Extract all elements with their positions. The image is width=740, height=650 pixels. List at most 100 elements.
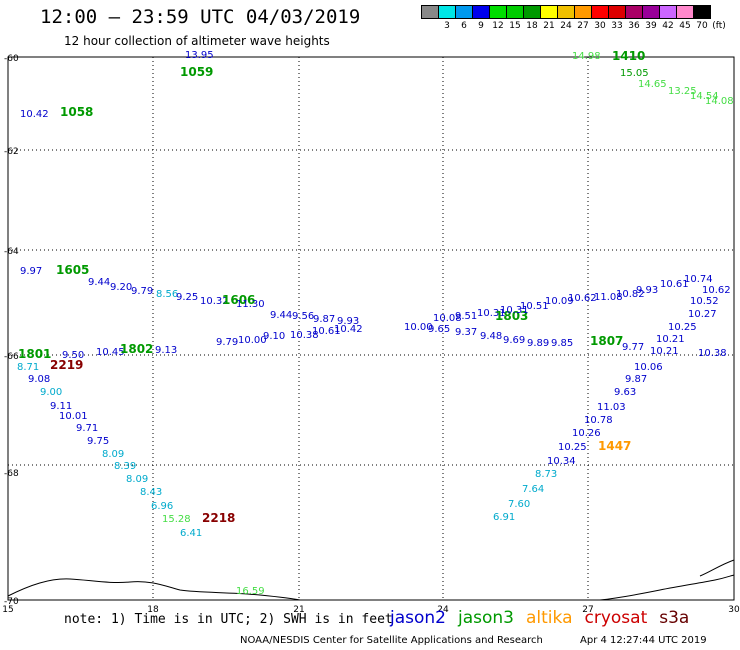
map-subtitle: 12 hour collection of altimeter wave hei… — [64, 34, 330, 48]
pass-time-label: 1803 — [495, 309, 528, 323]
coastline-east — [599, 574, 735, 601]
footer-timestamp: Apr 4 12:27:44 UTC 2019 — [580, 635, 707, 646]
wave-height-label: 9.44 — [270, 310, 292, 321]
wave-height-label: 10.00 — [404, 322, 433, 333]
legend-label: 42 — [662, 21, 674, 31]
wave-height-label: 8.09 — [102, 449, 124, 460]
wave-height-label: 9.08 — [28, 374, 50, 385]
wave-height-label: 10.82 — [616, 289, 645, 300]
wave-height-label: 9.87 — [313, 314, 335, 325]
wave-height-label: 14.65 — [638, 79, 667, 90]
color-legend — [421, 5, 711, 19]
wave-height-label: 9.75 — [87, 436, 109, 447]
wave-height-label: 10.25 — [558, 442, 587, 453]
satellite-name-jason2: jason2 — [390, 608, 446, 628]
wave-height-label: 10.01 — [59, 411, 88, 422]
latitude-labels: -60 -62 -64 -66 -68 -70 — [4, 54, 19, 607]
wave-height-label: 6.41 — [180, 528, 202, 539]
coastline-northeast — [699, 559, 735, 577]
pass-time-label: 1058 — [60, 105, 93, 119]
latitude-label: -62 — [4, 147, 19, 157]
wave-height-label: 14.08 — [705, 96, 734, 107]
wave-height-label: 10.42 — [334, 324, 363, 335]
satellite-name-s3a: s3a — [659, 608, 690, 628]
wave-height-label: 10.45 — [96, 347, 125, 358]
wave-height-label: 9.10 — [263, 331, 285, 342]
wave-height-label: 9.93 — [337, 316, 359, 327]
wave-height-label: 8.43 — [140, 487, 162, 498]
wave-height-label: 14.98 — [572, 51, 601, 62]
legend-label: 12 — [492, 21, 504, 31]
wave-height-label: 9.89 — [527, 338, 549, 349]
wave-height-label: 8.09 — [126, 474, 148, 485]
wave-height-label: 9.13 — [155, 345, 177, 356]
latitude-label: -64 — [4, 247, 19, 257]
legend-label: 36 — [628, 21, 640, 31]
legend-label: 27 — [577, 21, 589, 31]
legend-label: 18 — [526, 21, 538, 31]
wave-height-label: 6.96 — [151, 501, 173, 512]
wave-height-label: 10.38 — [290, 330, 319, 341]
wave-height-label: 10.06 — [634, 362, 663, 373]
wave-height-label: 10.21 — [650, 346, 679, 357]
pass-time-label: 1447 — [598, 439, 631, 453]
longitude-label: 21 — [293, 605, 304, 615]
legend-label: (ft) — [712, 21, 726, 31]
wave-height-label: 14.54 — [690, 91, 719, 102]
wave-height-label: 10.78 — [584, 415, 613, 426]
wave-height-label: 10.31 — [477, 308, 506, 319]
wave-height-label: 9.51 — [455, 311, 477, 322]
wave-height-label: 9.00 — [40, 387, 62, 398]
wave-height-label: 9.44 — [88, 277, 110, 288]
wave-height-label: 16.59 — [236, 586, 265, 597]
wave-height-label: 10.26 — [572, 428, 601, 439]
wave-height-label: 9.97 — [20, 266, 42, 277]
longitude-label: 24 — [437, 605, 449, 615]
wave-height-label: 7.64 — [522, 484, 544, 495]
pass-time-label: 2219 — [50, 358, 83, 372]
footer-credit: NOAA/NESDIS Center for Satellite Applica… — [240, 635, 543, 646]
wave-height-label: 10.31 — [500, 305, 529, 316]
satellite-legend: jason2 jason3 altika cryosat s3a — [390, 608, 701, 628]
wave-height-label: 15.28 — [162, 514, 191, 525]
longitude-label: 18 — [147, 605, 159, 615]
wave-height-label: 9.79 — [131, 286, 153, 297]
wave-height-label: 9.79 — [216, 337, 238, 348]
wave-height-label: 10.34 — [547, 456, 576, 467]
pass-time-label: 1059 — [180, 65, 213, 79]
wave-height-label: 9.85 — [551, 338, 573, 349]
wave-height-label: 9.87 — [625, 374, 647, 385]
satellite-name-jason3: jason3 — [458, 608, 514, 628]
latitude-label: -66 — [4, 352, 19, 362]
wave-height-label: 10.51 — [520, 301, 549, 312]
legend-label: 70 — [696, 21, 708, 31]
legend-swatch — [693, 5, 711, 19]
wave-height-label: 9.71 — [76, 423, 98, 434]
wave-height-label: 8.71 — [17, 362, 39, 373]
pass-time-label: 1807 — [590, 334, 623, 348]
wave-height-label: 13.25 — [668, 86, 697, 97]
wave-height-label: 10.27 — [688, 309, 717, 320]
pass-time-label: 1605 — [56, 263, 89, 277]
legend-label: 9 — [478, 21, 484, 31]
wave-height-label: 9.37 — [455, 327, 477, 338]
wave-height-label: 9.63 — [614, 387, 636, 398]
coastline — [7, 578, 301, 601]
pass-time-label: 1802 — [120, 342, 153, 356]
wave-height-label: 10.08 — [433, 313, 462, 324]
wave-height-label: 10.61 — [660, 279, 689, 290]
wave-height-label: 9.65 — [428, 324, 450, 335]
latitude-label: -68 — [4, 469, 19, 479]
wave-height-label: 8.39 — [114, 461, 136, 472]
legend-label: 24 — [560, 21, 572, 31]
wave-height-label: 7.60 — [508, 499, 530, 510]
wave-height-label: 9.77 — [622, 342, 644, 353]
legend-label: 45 — [679, 21, 691, 31]
wave-height-label: 11.30 — [236, 299, 265, 310]
latitude-label: -70 — [4, 597, 19, 607]
satellite-name-altika: altika — [526, 608, 573, 628]
latitude-label: -60 — [4, 54, 19, 64]
wave-height-label: 9.11 — [50, 401, 72, 412]
legend-label: 6 — [461, 21, 467, 31]
